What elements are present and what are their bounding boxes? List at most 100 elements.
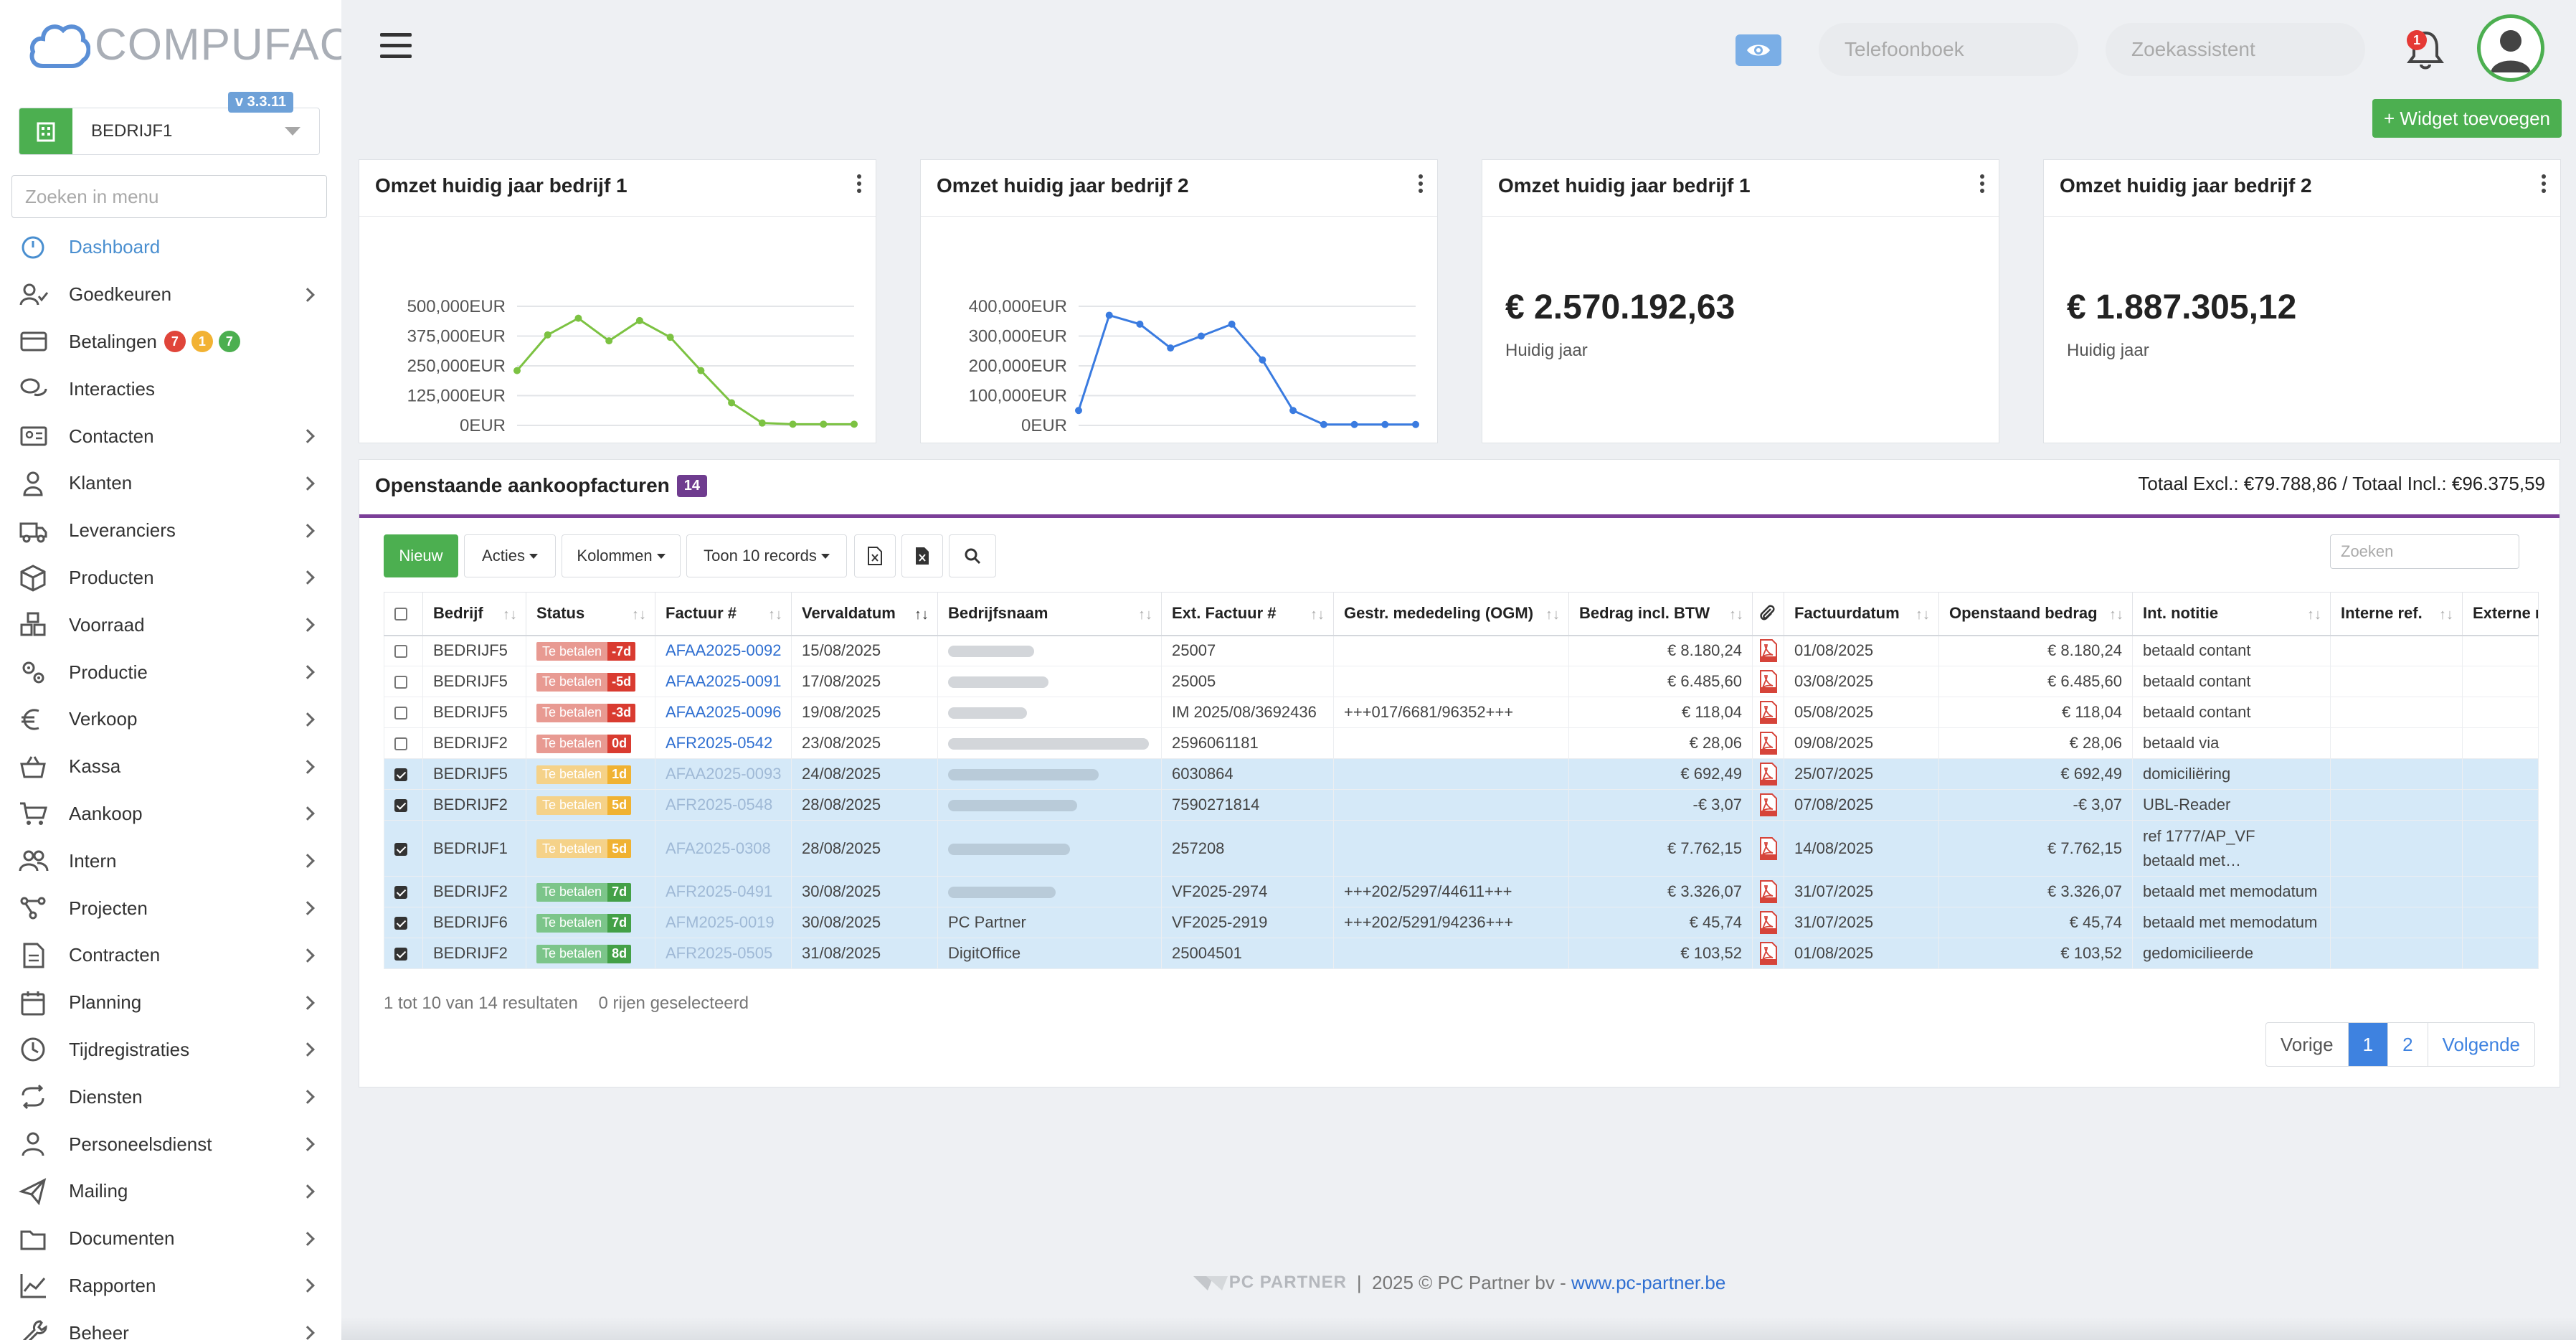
column-header-gestr-mededeling-ogm[interactable]: Gestr. mededeling (OGM) ↑↓ <box>1333 592 1569 636</box>
data-point[interactable] <box>605 337 613 345</box>
sidebar-item-contracten[interactable]: Contracten <box>0 932 341 979</box>
sidebar-item-verkoop[interactable]: Verkoop <box>0 696 341 743</box>
data-point[interactable] <box>851 420 858 428</box>
invoice-link[interactable]: AFR2025-0505 <box>666 944 773 962</box>
sidebar-item-tijdregistraties[interactable]: Tijdregistraties <box>0 1027 341 1074</box>
phonebook-input[interactable] <box>1845 38 2103 61</box>
sidebar-item-projecten[interactable]: Projecten <box>0 884 341 932</box>
add-widget-button[interactable]: + Widget toevoegen <box>2372 99 2562 138</box>
invoice-link[interactable]: AFR2025-0548 <box>666 796 773 813</box>
sidebar-item-documenten[interactable]: Documenten <box>0 1215 341 1263</box>
columns-dropdown[interactable]: Kolommen <box>562 534 681 577</box>
sidebar-item-aankoop[interactable]: Aankoop <box>0 791 341 838</box>
sidebar-item-kassa[interactable]: Kassa <box>0 743 341 791</box>
column-header-factuurdatum[interactable]: Factuurdatum ↑↓ <box>1784 592 1939 636</box>
attachment-cell[interactable] <box>1752 727 1784 759</box>
show-records-dropdown[interactable]: Toon 10 records <box>686 534 847 577</box>
row-select-cell[interactable] <box>384 876 423 907</box>
pdf-file-icon[interactable] <box>1758 701 1779 724</box>
pdf-file-icon[interactable] <box>1758 836 1779 860</box>
menu-search-input[interactable] <box>11 175 327 218</box>
pdf-file-icon[interactable] <box>1758 670 1779 693</box>
row-checkbox[interactable] <box>394 799 407 813</box>
sidebar-item-goedkeuren[interactable]: Goedkeuren <box>0 271 341 319</box>
more-options-icon[interactable] <box>1419 174 1423 196</box>
attachment-cell[interactable] <box>1752 758 1784 790</box>
sidebar-item-contacten[interactable]: Contacten <box>0 412 341 460</box>
column-header-openstaand-bedrag[interactable]: Openstaand bedrag ↑↓ <box>1938 592 2133 636</box>
sort-icon[interactable]: ↑↓ <box>1729 607 1743 623</box>
invoice-number-cell[interactable]: AFAA2025-0091 <box>655 666 792 697</box>
data-point[interactable] <box>697 367 705 374</box>
invoice-number-cell[interactable]: AFR2025-0542 <box>655 727 792 759</box>
data-point[interactable] <box>1197 332 1205 340</box>
row-checkbox[interactable] <box>394 768 407 782</box>
data-point[interactable] <box>1167 344 1175 352</box>
sidebar-item-beheer[interactable]: Beheer <box>0 1309 341 1340</box>
column-header-bedrag-incl-btw[interactable]: Bedrag incl. BTW ↑↓ <box>1568 592 1753 636</box>
attachment-cell[interactable] <box>1752 907 1784 938</box>
previous-page-button[interactable]: Vorige <box>2266 1023 2349 1066</box>
attachment-cell[interactable] <box>1752 938 1784 969</box>
pdf-file-icon[interactable] <box>1758 942 1779 965</box>
data-point[interactable] <box>544 331 551 339</box>
row-select-cell[interactable] <box>384 789 423 821</box>
table-row[interactable]: BEDRIJF6 Te betalen 7d AFM2025-0019 30/08/20… <box>384 907 2539 938</box>
export-excel-button[interactable] <box>854 534 896 577</box>
data-point[interactable] <box>758 419 766 427</box>
pdf-file-icon[interactable] <box>1758 732 1779 755</box>
sidebar-item-planning[interactable]: Planning <box>0 979 341 1027</box>
sidebar-item-interacties[interactable]: Interacties <box>0 365 341 412</box>
sidebar-item-personeelsdienst[interactable]: Personeelsdienst <box>0 1120 341 1168</box>
invoice-number-cell[interactable]: AFA2025-0308 <box>655 820 792 877</box>
sidebar-item-producten[interactable]: Producten <box>0 555 341 602</box>
sidebar-item-rapporten[interactable]: Rapporten <box>0 1263 341 1310</box>
column-header-interne-ref[interactable]: Interne ref. ↑↓ <box>2330 592 2463 636</box>
sort-icon[interactable]: ↑↓ <box>1916 607 1930 623</box>
invoice-link[interactable]: AFAA2025-0092 <box>666 641 782 660</box>
row-select-cell[interactable] <box>384 697 423 728</box>
more-options-icon[interactable] <box>2542 174 2546 196</box>
more-options-icon[interactable] <box>1980 174 1984 196</box>
notifications-button[interactable]: 1 <box>2404 26 2447 72</box>
sort-icon[interactable]: ↑↓ <box>503 607 517 623</box>
sidebar-item-diensten[interactable]: Diensten <box>0 1073 341 1120</box>
sidebar-item-productie[interactable]: Productie <box>0 648 341 696</box>
sidebar-item-betalingen[interactable]: Betalingen 7 1 7 <box>0 319 341 366</box>
invoice-number-cell[interactable]: AFM2025-0019 <box>655 907 792 938</box>
row-checkbox[interactable] <box>394 737 407 751</box>
attachment-cell[interactable] <box>1752 666 1784 697</box>
column-header-externe-r[interactable]: Externe r <box>2462 592 2539 636</box>
select-all-header[interactable] <box>384 592 423 636</box>
data-point[interactable] <box>1228 320 1236 328</box>
logo[interactable]: COMPUFACT <box>29 19 341 70</box>
invoice-number-cell[interactable]: AFR2025-0548 <box>655 789 792 821</box>
row-select-cell[interactable] <box>384 820 423 877</box>
invoice-link[interactable]: AFA2025-0308 <box>666 839 771 857</box>
more-options-icon[interactable] <box>857 174 861 196</box>
invoice-link[interactable]: AFAA2025-0091 <box>666 672 782 690</box>
table-row[interactable]: BEDRIJF2 Te betalen 0d AFR2025-0542 23/08/20… <box>384 727 2539 759</box>
invoice-link[interactable]: AFAA2025-0096 <box>666 703 782 721</box>
actions-dropdown[interactable]: Acties <box>464 534 556 577</box>
column-header-attachment[interactable] <box>1752 592 1784 636</box>
sidebar-item-voorraad[interactable]: Voorraad <box>0 601 341 648</box>
sort-icon[interactable]: ↑↓ <box>2439 607 2453 623</box>
attachment-cell[interactable] <box>1752 820 1784 877</box>
company-selector[interactable]: BEDRIJF1 <box>19 108 320 155</box>
table-row[interactable]: BEDRIJF2 Te betalen 7d AFR2025-0491 30/08/20… <box>384 876 2539 907</box>
sidebar-item-mailing[interactable]: Mailing <box>0 1168 341 1215</box>
search-assistant-input[interactable] <box>2131 38 2390 61</box>
row-select-cell[interactable] <box>384 938 423 969</box>
data-point[interactable] <box>820 420 828 428</box>
page-2-button[interactable]: 2 <box>2388 1023 2428 1066</box>
row-select-cell[interactable] <box>384 666 423 697</box>
pdf-file-icon[interactable] <box>1758 763 1779 785</box>
sort-icon[interactable]: ↑↓ <box>632 607 646 623</box>
column-header-vervaldatum[interactable]: Vervaldatum ↑↓ <box>791 592 938 636</box>
column-header-status[interactable]: Status ↑↓ <box>526 592 655 636</box>
data-point[interactable] <box>513 367 521 374</box>
table-row[interactable]: BEDRIJF5 Te betalen 1d AFAA2025-0093 24/08/2… <box>384 758 2539 790</box>
pdf-file-icon[interactable] <box>1758 911 1779 934</box>
data-point[interactable] <box>1136 320 1144 328</box>
